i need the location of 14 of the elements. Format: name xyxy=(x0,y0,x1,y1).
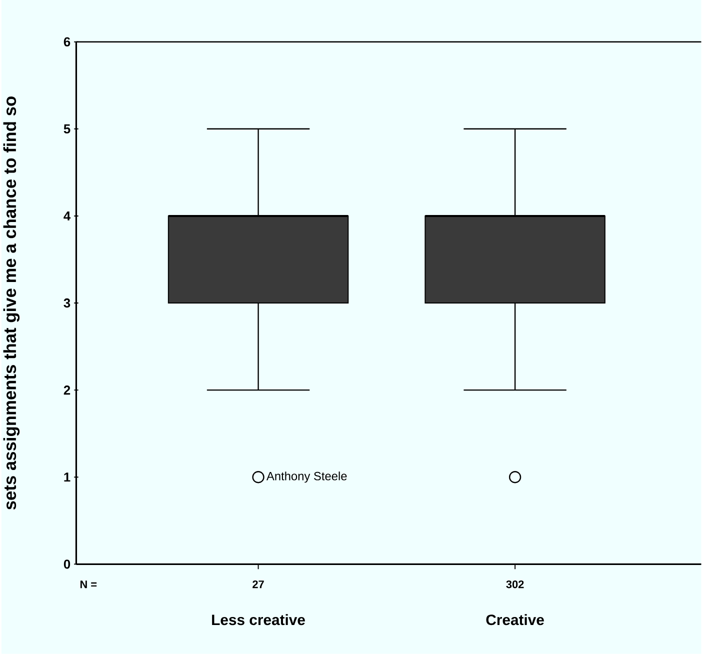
text: N = xyxy=(80,580,97,588)
y-tick-label: 4 xyxy=(64,212,71,220)
y-tick-label: 2 xyxy=(64,386,70,395)
y-tick-label: 6 xyxy=(64,37,70,46)
y-tick-label: 5 xyxy=(64,124,70,134)
x-tick-label: Less creative xyxy=(212,614,305,626)
x-tick-label: Creative xyxy=(486,614,544,626)
y-tick-label: 0 xyxy=(64,560,70,569)
y-tick-label: 1 xyxy=(64,472,70,482)
annotation: Anthony Steele xyxy=(266,472,347,483)
text: 27 xyxy=(252,580,264,588)
y-axis-title: sets assignments that give me a chance to find so xyxy=(3,96,20,510)
y-tick-label: 3 xyxy=(64,298,70,308)
text: 302 xyxy=(506,580,524,588)
